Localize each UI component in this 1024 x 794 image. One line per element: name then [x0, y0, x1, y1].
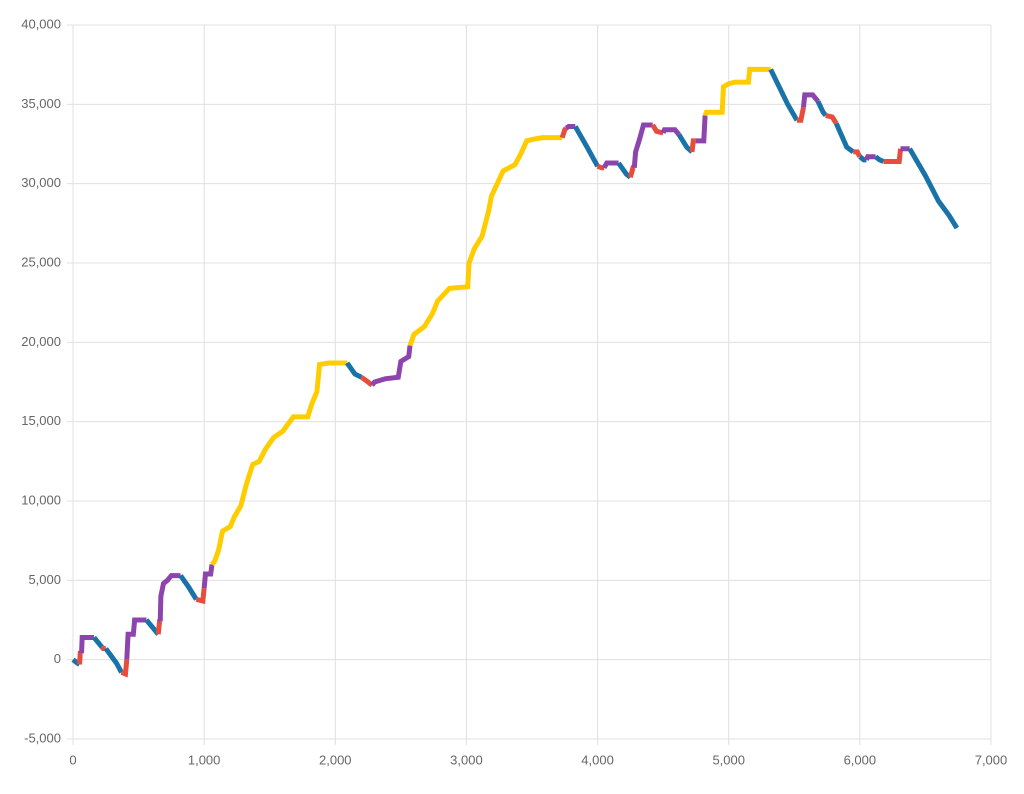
line-segment	[800, 92, 820, 108]
line-segment	[120, 659, 130, 678]
y-tick-label: 0	[54, 651, 61, 666]
x-tick-label: 1,000	[188, 752, 221, 767]
line-segment	[195, 588, 207, 605]
line-segment	[796, 107, 806, 123]
line-segment	[564, 124, 576, 131]
line-segment	[660, 127, 681, 137]
line-segment	[695, 115, 708, 144]
line-segment	[853, 149, 863, 158]
y-tick-label: -5,000	[24, 730, 61, 745]
y-tick-label: 15,000	[21, 413, 61, 428]
line-segment	[864, 154, 876, 161]
x-tick-label: 4,000	[581, 752, 614, 767]
line-segment	[124, 617, 147, 660]
line-segment	[833, 122, 855, 154]
line-segment	[601, 160, 619, 170]
y-tick-label: 30,000	[21, 175, 61, 190]
line-segment	[79, 634, 94, 654]
y-tick-label: 25,000	[21, 254, 61, 269]
y-tick-label: 5,000	[28, 572, 61, 587]
x-tick-label: 0	[69, 752, 76, 767]
y-tick-label: 20,000	[21, 334, 61, 349]
line-segment	[345, 361, 363, 380]
y-tick-label: 40,000	[21, 16, 61, 31]
line-segment	[370, 345, 413, 387]
line-segment	[627, 165, 636, 178]
y-tick-label: 10,000	[21, 492, 61, 507]
line-segment	[883, 148, 903, 164]
x-tick-label: 7,000	[975, 752, 1008, 767]
x-tick-label: 5,000	[712, 752, 745, 767]
line-segment	[99, 645, 106, 652]
line-segment	[360, 375, 374, 388]
line-segment	[178, 574, 199, 601]
line-segment	[103, 647, 124, 674]
line-segment	[155, 619, 163, 635]
line-segment	[559, 126, 569, 139]
x-tick-label: 3,000	[450, 752, 483, 767]
line-segment	[407, 135, 563, 347]
line-segment	[650, 123, 664, 136]
line-segment	[858, 154, 867, 163]
line-segment	[874, 154, 885, 164]
line-segment	[702, 66, 771, 117]
line-segment	[825, 113, 839, 125]
line-segment	[77, 650, 83, 665]
line-segment	[210, 360, 348, 567]
line-segment	[689, 138, 696, 153]
line-segment	[201, 564, 215, 589]
line-segment	[768, 68, 800, 122]
x-tick-label: 2,000	[319, 752, 352, 767]
line-segment	[907, 147, 960, 230]
line-segment	[573, 125, 600, 168]
line-segment	[92, 635, 104, 649]
y-tick-label: 35,000	[21, 96, 61, 111]
x-tick-label: 6,000	[844, 752, 877, 767]
line-segment	[596, 163, 605, 171]
line-segment	[157, 573, 181, 622]
line-segment	[815, 100, 828, 118]
line-segment	[631, 122, 653, 169]
